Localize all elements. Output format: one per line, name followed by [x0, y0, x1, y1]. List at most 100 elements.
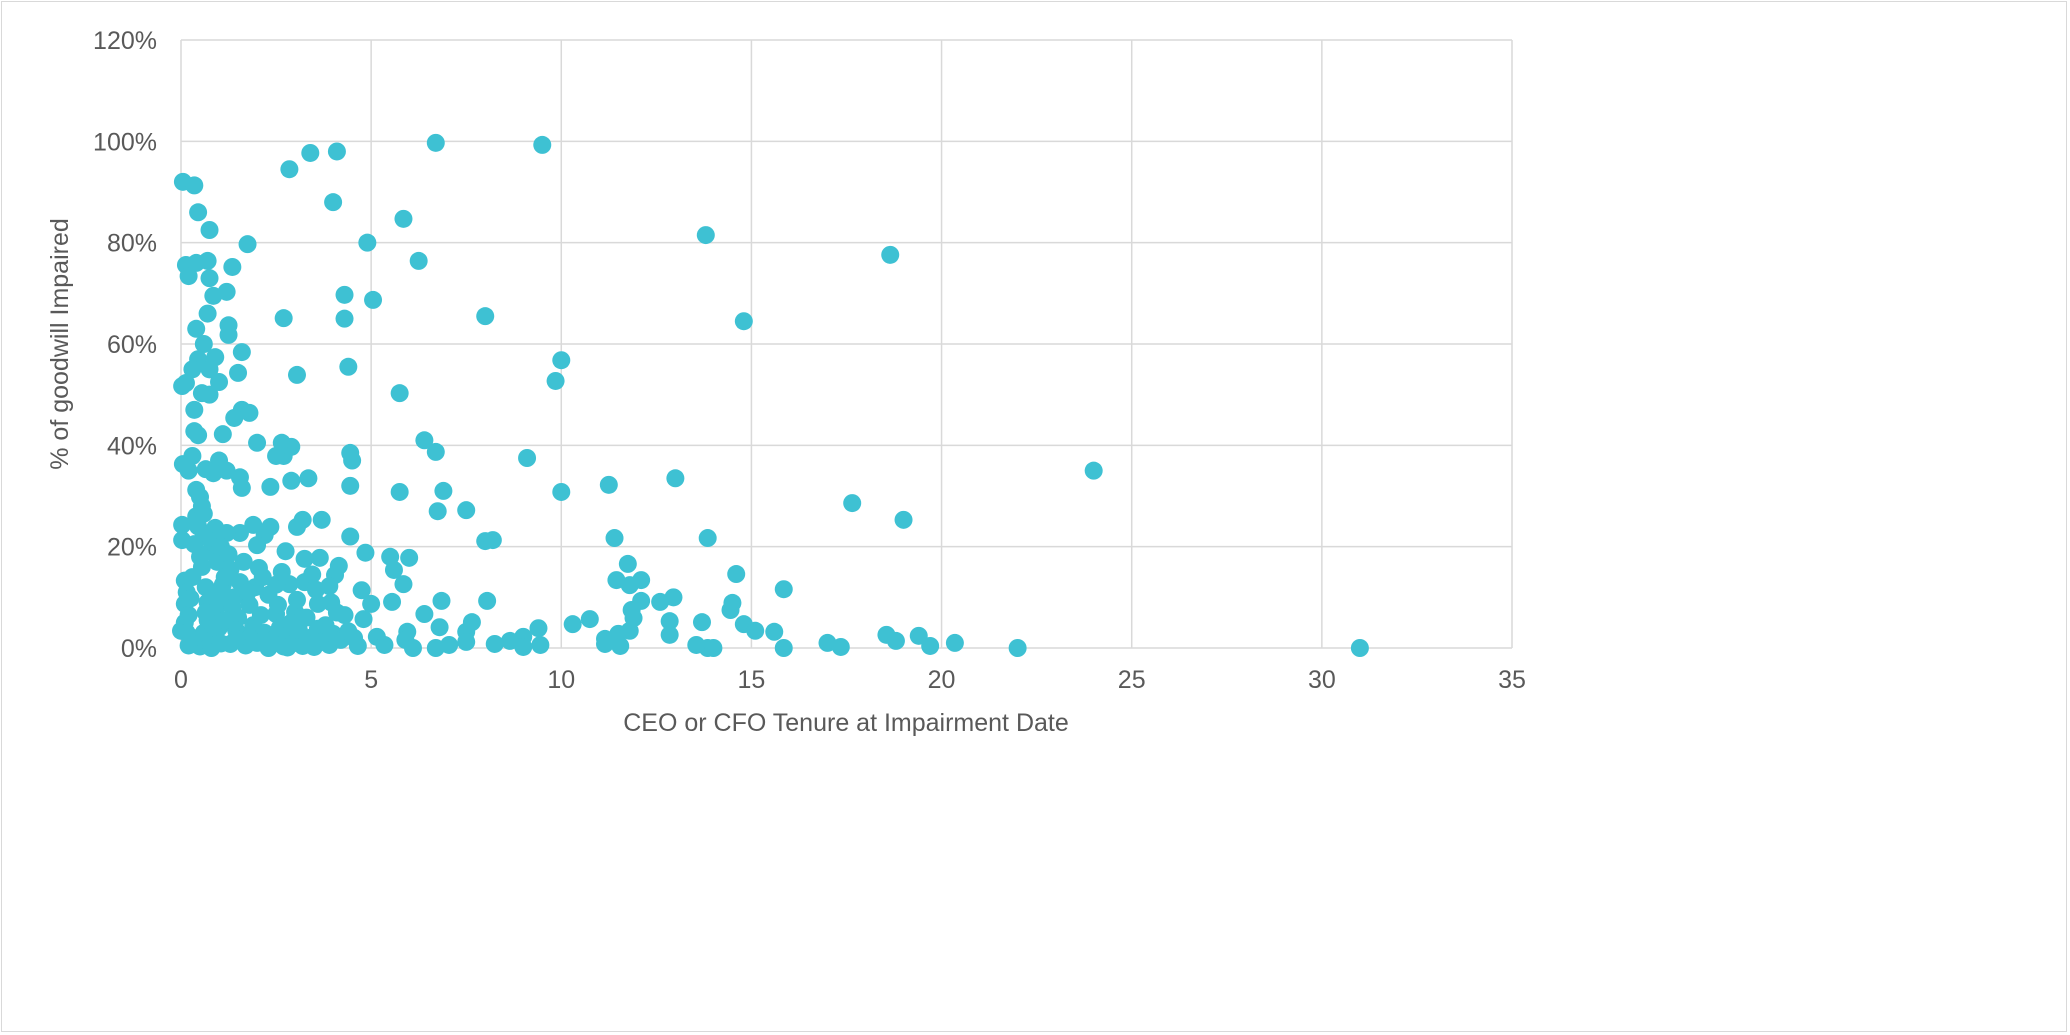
- data-point: [194, 335, 213, 353]
- data-point: [605, 529, 624, 548]
- data-point: [248, 536, 267, 555]
- y-tick-label: 0%: [121, 635, 157, 663]
- data-point: [268, 595, 287, 614]
- data-point: [194, 504, 213, 523]
- data-point: [415, 431, 434, 450]
- data-point: [400, 548, 419, 567]
- data-point: [383, 592, 402, 611]
- data-point: [324, 193, 343, 212]
- data-point: [596, 634, 615, 653]
- data-point: [692, 613, 711, 632]
- data-point: [394, 209, 413, 228]
- data-point: [179, 461, 198, 480]
- data-point: [660, 625, 679, 644]
- data-point: [244, 515, 263, 534]
- data-point: [189, 203, 208, 222]
- y-tick-label: 120%: [93, 27, 157, 55]
- data-point: [312, 510, 331, 529]
- data-point: [500, 631, 519, 650]
- data-point: [774, 580, 793, 599]
- data-point: [599, 475, 618, 494]
- data-point: [176, 374, 195, 393]
- data-point: [384, 560, 403, 579]
- x-tick-label: 10: [547, 666, 575, 694]
- data-point: [1008, 639, 1027, 657]
- data-point: [183, 446, 202, 465]
- data-point: [358, 233, 377, 252]
- data-point: [227, 629, 246, 648]
- data-point: [434, 481, 453, 500]
- data-point: [843, 494, 862, 513]
- data-point: [251, 606, 270, 625]
- data-point: [240, 628, 259, 647]
- data-point: [259, 639, 278, 657]
- data-point: [240, 403, 259, 422]
- data-point: [229, 363, 248, 382]
- data-point: [213, 425, 232, 444]
- x-tick-label: 0: [174, 666, 188, 694]
- data-point: [327, 142, 346, 161]
- data-point: [200, 269, 219, 288]
- data-point: [352, 581, 371, 600]
- data-point: [278, 638, 297, 657]
- data-point: [282, 471, 301, 490]
- data-point: [267, 446, 286, 465]
- x-axis-title: CEO or CFO Tenure at Impairment Date: [623, 709, 1069, 737]
- data-point: [1084, 461, 1103, 480]
- data-point: [580, 610, 599, 629]
- y-axis-title: % of goodwill Impaired: [46, 218, 74, 470]
- data-point: [483, 531, 502, 550]
- data-point: [611, 636, 630, 655]
- data-point: [921, 636, 940, 655]
- data-point: [274, 309, 293, 328]
- data-point: [727, 565, 746, 584]
- x-tick-label: 25: [1118, 666, 1146, 694]
- data-point: [1350, 639, 1369, 657]
- data-point: [533, 135, 552, 154]
- data-point: [341, 476, 360, 495]
- data-point: [831, 637, 850, 656]
- data-point: [457, 632, 476, 651]
- data-point: [552, 351, 571, 370]
- data-point: [303, 565, 322, 584]
- data-point: [230, 523, 249, 542]
- data-point: [297, 634, 316, 653]
- data-point: [192, 557, 211, 576]
- data-point: [476, 307, 495, 326]
- data-point: [219, 545, 238, 564]
- data-point: [529, 619, 548, 638]
- data-point: [210, 373, 229, 391]
- data-point: [734, 312, 753, 331]
- data-point: [219, 325, 238, 344]
- data-point: [618, 554, 637, 573]
- gridlines: [180, 39, 1513, 649]
- data-point: [238, 583, 257, 602]
- data-point: [198, 251, 217, 270]
- data-point: [362, 594, 381, 613]
- data-point: [394, 575, 413, 594]
- data-point: [632, 571, 651, 590]
- x-tick-labels: 0 5 10 15 20 25 30 35: [174, 666, 1526, 694]
- data-point: [192, 384, 211, 403]
- data-point: [204, 286, 223, 305]
- data-point: [173, 515, 192, 534]
- data-point: [886, 631, 905, 650]
- data-point: [179, 267, 198, 286]
- data-point: [531, 635, 550, 654]
- data-point: [310, 548, 329, 567]
- data-point: [428, 502, 447, 521]
- data-point: [774, 639, 793, 657]
- data-point: [341, 527, 360, 546]
- data-point: [272, 563, 291, 581]
- data-point: [426, 639, 445, 657]
- x-tick-label: 30: [1308, 666, 1336, 694]
- data-point: [651, 592, 670, 611]
- data-point: [415, 605, 434, 624]
- data-point: [287, 517, 306, 536]
- y-tick-label: 20%: [107, 534, 157, 562]
- data-point: [485, 634, 504, 653]
- y-tick-labels: 0% 20% 40% 60% 80% 100% 120%: [93, 27, 157, 663]
- data-point: [297, 608, 316, 627]
